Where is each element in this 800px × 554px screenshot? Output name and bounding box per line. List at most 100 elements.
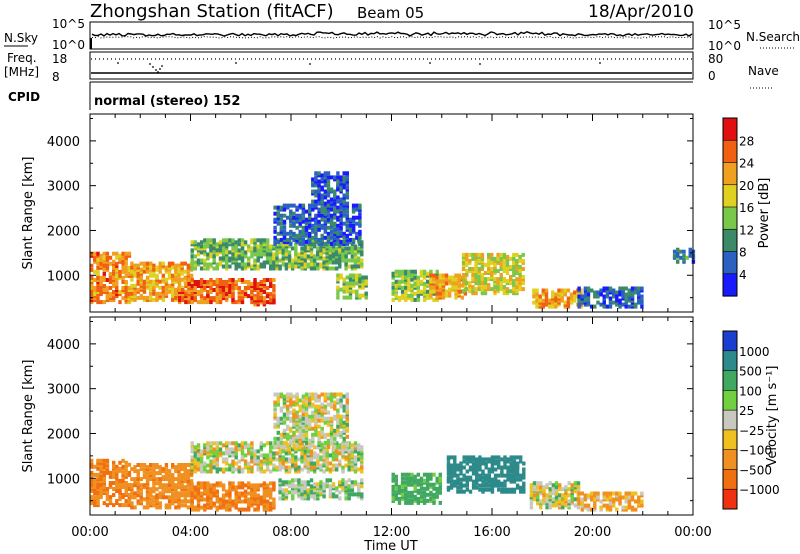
data-cell	[522, 467, 526, 472]
data-cell	[432, 273, 436, 278]
data-cell	[311, 217, 315, 222]
data-cell	[158, 477, 162, 482]
data-cell	[306, 246, 311, 251]
data-cell	[429, 482, 433, 487]
data-cell	[462, 477, 466, 482]
data-cell	[102, 278, 106, 282]
data-cell	[551, 298, 555, 303]
data-cell	[256, 296, 260, 301]
data-cell	[608, 298, 613, 303]
data-cell	[471, 256, 475, 261]
data-cell	[300, 262, 304, 267]
data-cell	[306, 256, 311, 261]
data-cell	[298, 428, 302, 433]
data-cell	[503, 455, 507, 460]
data-cell	[481, 459, 485, 464]
data-cell	[269, 258, 273, 263]
data-cell	[570, 491, 574, 496]
data-cell	[112, 481, 116, 485]
data-cell	[142, 261, 147, 266]
data-cell	[612, 300, 616, 305]
data-cell	[320, 217, 324, 222]
data-cell	[323, 416, 328, 421]
data-cell	[336, 444, 340, 449]
data-cell	[323, 183, 328, 188]
data-cell	[225, 505, 229, 510]
data-cell	[234, 455, 238, 460]
data-cell	[465, 487, 469, 492]
data-cell	[118, 269, 122, 274]
data-cell	[441, 291, 446, 296]
data-cell	[323, 420, 328, 425]
data-cell	[314, 398, 318, 403]
data-cell	[630, 286, 635, 291]
data-cell	[596, 300, 600, 305]
data-cell	[90, 263, 94, 268]
data-cell	[256, 503, 260, 508]
data-cell	[96, 257, 100, 262]
data-cell	[336, 231, 340, 236]
data-cell	[316, 266, 320, 271]
data-cell	[115, 464, 119, 469]
data-cell	[471, 289, 475, 294]
data-cell	[301, 225, 306, 230]
data-cell	[158, 269, 162, 274]
data-cell	[407, 281, 411, 286]
data-cell	[196, 481, 201, 486]
data-cell	[309, 478, 314, 483]
data-cell	[490, 277, 494, 282]
data-cell	[347, 478, 351, 483]
data-cell	[295, 213, 299, 218]
data-cell	[234, 264, 238, 269]
data-cell	[567, 487, 571, 492]
data-cell	[206, 463, 210, 468]
data-cell	[351, 215, 356, 220]
data-cell	[212, 288, 216, 292]
data-cell	[416, 293, 420, 298]
data-cell	[262, 459, 267, 464]
data-cell	[353, 258, 358, 263]
data-cell	[336, 171, 340, 176]
data-cell	[518, 265, 522, 269]
data-cell	[209, 463, 213, 468]
data-cell	[480, 277, 485, 282]
data-cell	[335, 449, 339, 454]
data-cell	[454, 285, 458, 290]
data-cell	[183, 269, 187, 274]
data-cell	[350, 254, 355, 259]
data-cell	[432, 289, 436, 294]
data-cell	[554, 503, 559, 508]
data-cell	[259, 280, 263, 284]
data-cell	[339, 197, 343, 202]
data-cell	[269, 298, 273, 303]
data-cell	[93, 485, 97, 489]
data-cell	[121, 259, 125, 264]
data-cell	[243, 507, 248, 512]
data-cell	[273, 422, 277, 427]
data-cell	[478, 473, 482, 478]
data-cell	[497, 465, 501, 470]
data-cell	[102, 300, 106, 305]
data-cell	[567, 499, 571, 504]
data-cell	[164, 471, 169, 476]
data-cell	[561, 505, 565, 510]
data-cell	[292, 444, 296, 449]
data-cell	[593, 497, 597, 502]
colorbar-swatch	[723, 184, 737, 208]
data-cell	[512, 252, 516, 257]
data-cell	[490, 455, 495, 460]
data-cell	[519, 455, 523, 460]
data-cell	[300, 451, 304, 456]
data-cell	[237, 507, 241, 512]
data-cell	[276, 211, 280, 216]
data-cell	[602, 294, 606, 299]
data-cell	[481, 479, 485, 484]
data-cell	[180, 285, 184, 290]
data-cell	[404, 492, 408, 497]
data-cell	[181, 296, 185, 301]
data-cell	[228, 288, 232, 292]
data-cell	[297, 465, 301, 470]
data-cell	[304, 426, 309, 431]
data-cell	[499, 283, 503, 288]
data-cell	[136, 493, 140, 498]
